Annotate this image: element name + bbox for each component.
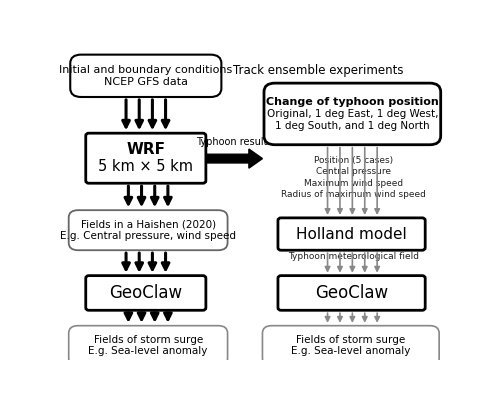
Text: Typhoon results: Typhoon results xyxy=(196,137,273,147)
FancyBboxPatch shape xyxy=(264,83,440,145)
FancyArrow shape xyxy=(206,149,262,168)
Text: Original, 1 deg East, 1 deg West,: Original, 1 deg East, 1 deg West, xyxy=(266,109,438,119)
Text: Fields of storm surge: Fields of storm surge xyxy=(94,335,203,345)
Text: Radius of maximum wind speed: Radius of maximum wind speed xyxy=(280,190,426,199)
Text: Initial and boundary conditions: Initial and boundary conditions xyxy=(59,65,233,75)
Text: Typhoon meteorological field: Typhoon meteorological field xyxy=(288,252,418,261)
FancyBboxPatch shape xyxy=(278,276,425,310)
FancyBboxPatch shape xyxy=(68,210,228,250)
Text: Central pressure: Central pressure xyxy=(316,167,390,176)
FancyBboxPatch shape xyxy=(86,133,206,183)
Text: Position (5 cases): Position (5 cases) xyxy=(314,156,392,165)
Text: GeoClaw: GeoClaw xyxy=(109,284,182,302)
Text: Change of typhoon position: Change of typhoon position xyxy=(266,97,438,107)
Text: Fields in a Haishen (2020): Fields in a Haishen (2020) xyxy=(80,220,216,229)
Text: Maximum wind speed: Maximum wind speed xyxy=(304,179,402,188)
Text: Fields of storm surge: Fields of storm surge xyxy=(296,335,406,345)
Text: WRF: WRF xyxy=(126,143,166,158)
Text: 5 km × 5 km: 5 km × 5 km xyxy=(98,159,194,174)
FancyBboxPatch shape xyxy=(262,326,439,366)
Text: 1 deg South, and 1 deg North: 1 deg South, and 1 deg North xyxy=(275,121,430,131)
Text: Track ensemble experiments: Track ensemble experiments xyxy=(233,64,404,77)
FancyBboxPatch shape xyxy=(68,326,228,366)
Text: E.g. Sea-level anomaly: E.g. Sea-level anomaly xyxy=(291,346,410,356)
Text: E.g. Sea-level anomaly: E.g. Sea-level anomaly xyxy=(88,346,208,356)
FancyBboxPatch shape xyxy=(70,55,222,97)
Text: NCEP GFS data: NCEP GFS data xyxy=(104,77,188,87)
FancyBboxPatch shape xyxy=(278,218,425,250)
Text: Holland model: Holland model xyxy=(296,227,407,242)
FancyBboxPatch shape xyxy=(86,276,206,310)
Text: E.g. Central pressure, wind speed: E.g. Central pressure, wind speed xyxy=(60,231,236,241)
Text: GeoClaw: GeoClaw xyxy=(315,284,388,302)
